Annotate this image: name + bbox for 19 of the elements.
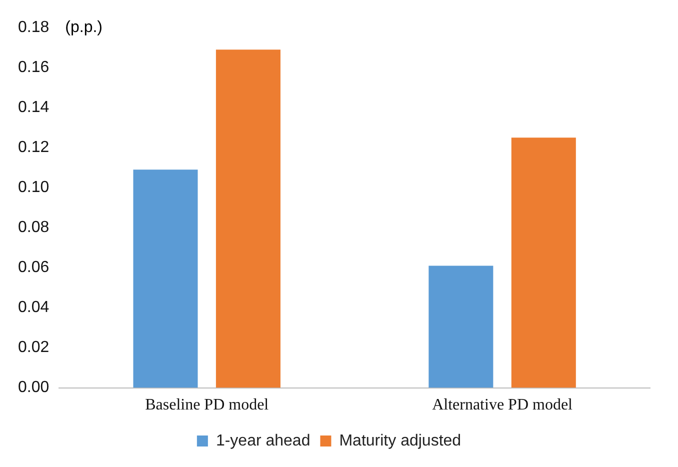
legend-label: Maturity adjusted xyxy=(339,432,462,450)
y-tick-label: 0.16 xyxy=(18,59,50,76)
y-tick-label: 0.06 xyxy=(18,259,50,276)
y-tick-label: 0.18 xyxy=(18,19,50,36)
y-tick-label: 0.08 xyxy=(18,219,50,236)
bar xyxy=(133,170,198,388)
y-tick-label: 0.10 xyxy=(18,179,50,196)
y-tick-label: 0.02 xyxy=(18,339,50,356)
y-tick-label: 0.14 xyxy=(18,99,50,116)
bar xyxy=(511,138,576,388)
y-tick-label: 0.12 xyxy=(18,139,50,156)
y-tick-label: 0.00 xyxy=(18,379,50,396)
x-tick-label: Baseline PD model xyxy=(145,396,270,414)
y-tick-label: 0.04 xyxy=(18,299,50,316)
legend-label: 1-year ahead xyxy=(216,432,310,450)
bar xyxy=(428,266,494,388)
bar xyxy=(216,50,280,388)
x-tick-label: Alternative PD model xyxy=(432,396,574,414)
y-axis-title: (p.p.) xyxy=(65,19,102,36)
